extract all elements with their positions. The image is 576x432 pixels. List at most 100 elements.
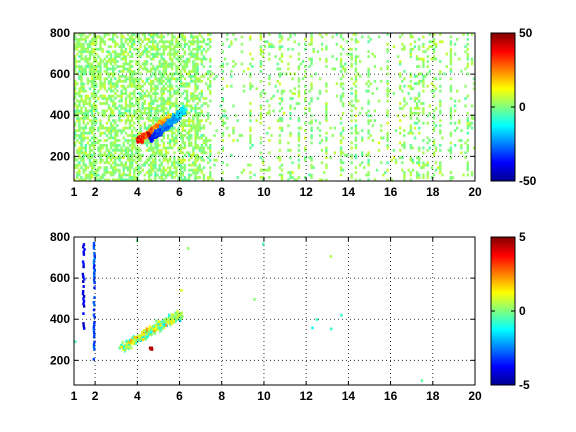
heatmap-cell (128, 144, 132, 147)
heatmap-cell (156, 42, 159, 46)
heatmap-cell (76, 104, 79, 108)
heatmap-cell (162, 173, 165, 177)
heatmap-cell (160, 153, 163, 157)
heatmap-cell (154, 153, 157, 157)
heatmap-cell (126, 146, 130, 150)
heatmap-cell (278, 35, 282, 39)
heatmap-cell (464, 104, 467, 108)
heatmap-cell (163, 124, 166, 128)
heatmap-cell (126, 151, 130, 155)
heatmap-cell (194, 168, 197, 172)
heatmap-cell (128, 62, 132, 66)
heatmap-cell (342, 92, 345, 95)
heatmap-cell (139, 87, 142, 91)
heatmap-cell (171, 35, 174, 39)
heatmap-cell (99, 94, 102, 98)
heatmap-cell (367, 102, 370, 105)
heatmap-cell (90, 153, 94, 157)
heatmap-cell (445, 65, 448, 68)
heatmap-cell (418, 57, 421, 61)
heatmap-cell (409, 144, 412, 147)
heatmap-cell (280, 119, 284, 123)
heatmap-cell (166, 84, 170, 88)
heatmap-cell (422, 102, 425, 105)
heatmap-cell (101, 114, 104, 118)
heatmap-cell (112, 166, 115, 169)
heatmap-cell (386, 109, 389, 113)
heatmap-cell (363, 166, 366, 169)
heatmap-cell (230, 153, 233, 157)
heatmap-cell (409, 114, 412, 118)
heatmap-cell (160, 45, 163, 49)
heatmap-cell (386, 67, 389, 71)
heatmap-cell (143, 163, 146, 167)
heatmap-cell (139, 129, 142, 132)
x-tick-label: 10 (257, 389, 271, 403)
heatmap-cell (200, 94, 203, 98)
heatmap-cell (226, 126, 229, 130)
heatmap-cell (103, 109, 106, 113)
heatmap-cell (249, 119, 252, 123)
heatmap-cell (82, 126, 85, 130)
heatmap-cell (156, 104, 159, 108)
heatmap-cell (192, 151, 195, 155)
heatmap-cell (310, 176, 313, 179)
heatmap-cell (120, 79, 123, 83)
heatmap-cell (93, 119, 96, 123)
heatmap-cell (93, 65, 96, 68)
heatmap-cell (413, 111, 417, 115)
heatmap-cell (371, 52, 374, 56)
heatmap-cell (82, 37, 85, 41)
heatmap-cell (409, 52, 412, 56)
heatmap-cell (320, 35, 324, 39)
heatmap-cell (449, 87, 453, 91)
heatmap-cell (356, 131, 360, 135)
heatmap-cell (268, 33, 271, 36)
heatmap-cell (196, 176, 199, 179)
heatmap-cell (453, 42, 457, 46)
heatmap-cell (90, 77, 94, 81)
heatmap-cell (175, 139, 178, 142)
heatmap-cell (194, 114, 197, 118)
heatmap-cell (143, 50, 146, 54)
heatmap-cell (97, 97, 100, 100)
heatmap-cell (82, 70, 85, 73)
heatmap-cell (99, 67, 102, 71)
heatmap-cell (83, 248, 86, 251)
x-tick-label: 16 (384, 389, 398, 403)
heatmap-cell (259, 94, 263, 98)
heatmap-cell (150, 119, 153, 123)
heatmap-cell (180, 317, 183, 320)
heatmap-cell (181, 141, 184, 145)
heatmap-cell (171, 102, 174, 105)
heatmap-cell (82, 67, 85, 71)
y-tick-label: 200 (50, 353, 70, 367)
heatmap-cell (268, 176, 271, 179)
heatmap-cell (472, 146, 476, 150)
heatmap-cell (109, 163, 113, 167)
heatmap-cell (310, 97, 313, 100)
heatmap-cell (249, 62, 252, 66)
heatmap-cell (114, 60, 117, 63)
heatmap-cell (78, 45, 81, 49)
heatmap-cell (99, 45, 102, 49)
heatmap-cell (466, 55, 469, 58)
heatmap-cell (175, 99, 178, 103)
heatmap-cell (109, 52, 113, 56)
heatmap-cell (308, 109, 311, 113)
heatmap-cell (439, 129, 442, 132)
heatmap-cell (339, 94, 343, 98)
heatmap-cell (291, 77, 294, 81)
heatmap-cell (122, 42, 125, 46)
heatmap-cell (118, 65, 121, 68)
heatmap-cell (118, 74, 121, 78)
heatmap-cell (190, 52, 193, 56)
heatmap-cell (268, 82, 271, 86)
heatmap-cell (354, 178, 358, 182)
heatmap-cell (74, 92, 77, 95)
heatmap-cell (181, 102, 184, 105)
heatmap-cell (118, 163, 121, 167)
heatmap-cell (147, 139, 151, 142)
heatmap-cell (204, 42, 208, 46)
heatmap-cell (249, 102, 252, 105)
